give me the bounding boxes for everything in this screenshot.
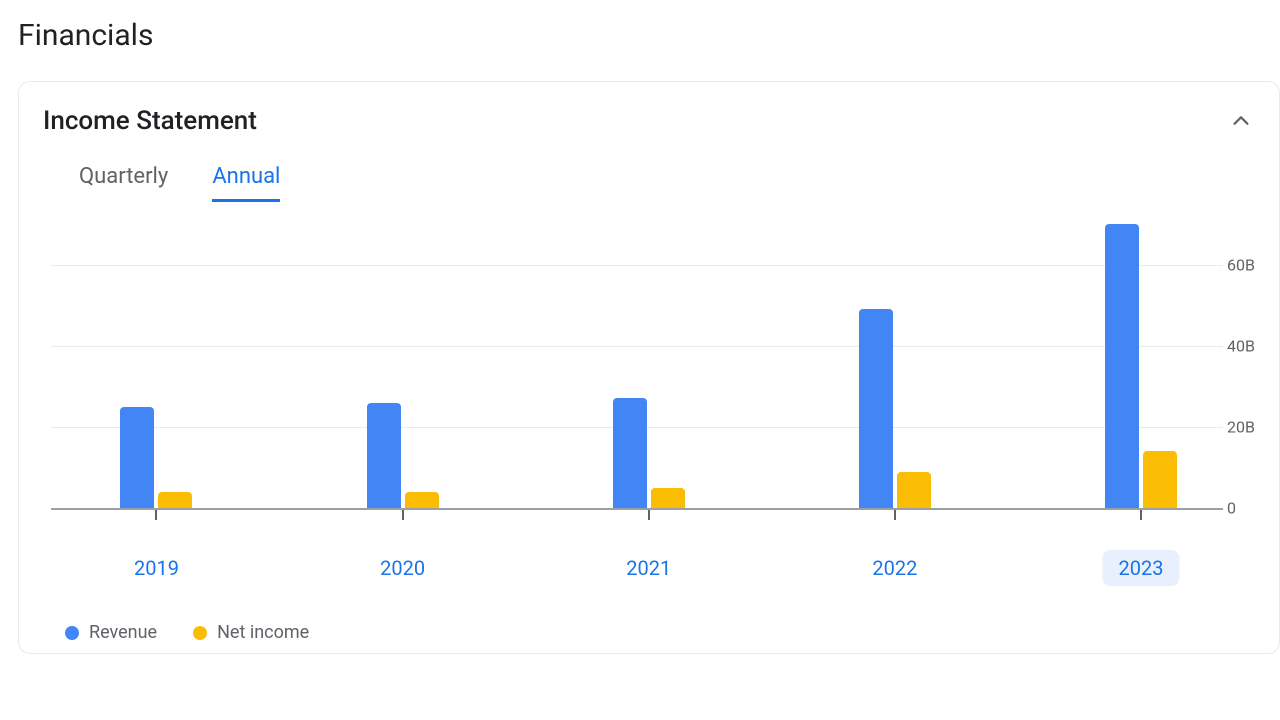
tab-annual[interactable]: Annual <box>212 164 280 202</box>
x-label-2022[interactable]: 2022 <box>856 550 933 586</box>
bar-net-income[interactable] <box>1143 451 1177 508</box>
x-axis-labels: 2019 2020 2021 2022 2023 <box>19 550 1279 610</box>
income-chart: 0 20B 40B 60B <box>19 224 1279 524</box>
bar-net-income[interactable] <box>897 472 931 509</box>
bar-group[interactable] <box>1105 224 1177 508</box>
bar-group[interactable] <box>120 407 192 508</box>
bar-net-income[interactable] <box>651 488 685 508</box>
chevron-up-icon <box>1230 110 1252 132</box>
legend-item-revenue: Revenue <box>65 622 157 643</box>
x-tick <box>402 510 404 520</box>
bar-group[interactable] <box>859 309 931 508</box>
bar-group[interactable] <box>613 398 685 508</box>
bar-revenue[interactable] <box>859 309 893 508</box>
bar-revenue[interactable] <box>120 407 154 508</box>
legend-item-net-income: Net income <box>193 622 309 643</box>
bar-revenue[interactable] <box>367 403 401 508</box>
bar-net-income[interactable] <box>405 492 439 508</box>
legend-label-revenue: Revenue <box>89 622 157 643</box>
x-label-2020[interactable]: 2020 <box>364 550 441 586</box>
x-tick <box>894 510 896 520</box>
tab-quarterly[interactable]: Quarterly <box>79 164 168 202</box>
chart-baseline <box>51 508 1223 510</box>
x-label-2023[interactable]: 2023 <box>1102 550 1179 586</box>
x-label-2021[interactable]: 2021 <box>610 550 687 586</box>
page-title: Financials <box>18 18 1280 53</box>
x-tick <box>648 510 650 520</box>
bar-revenue[interactable] <box>613 398 647 508</box>
bar-revenue[interactable] <box>1105 224 1139 508</box>
period-tabs: Quarterly Annual <box>19 136 1279 202</box>
legend-label-net-income: Net income <box>217 622 309 643</box>
y-axis-label: 0 <box>1227 499 1271 518</box>
bar-net-income[interactable] <box>158 492 192 508</box>
y-axis-label: 20B <box>1227 417 1271 436</box>
legend-swatch-revenue <box>65 626 79 640</box>
collapse-toggle[interactable] <box>1227 107 1255 135</box>
bar-group[interactable] <box>367 403 439 508</box>
y-axis-label: 60B <box>1227 255 1271 274</box>
chart-legend: Revenue Net income <box>19 610 1279 643</box>
x-label-2019[interactable]: 2019 <box>118 550 195 586</box>
y-axis-label: 40B <box>1227 336 1271 355</box>
card-title: Income Statement <box>43 106 257 136</box>
gridline <box>51 346 1223 347</box>
legend-swatch-net-income <box>193 626 207 640</box>
gridline <box>51 265 1223 266</box>
x-tick <box>1140 510 1142 520</box>
x-tick <box>155 510 157 520</box>
income-statement-card: Income Statement Quarterly Annual 0 20B 40… <box>18 81 1280 654</box>
